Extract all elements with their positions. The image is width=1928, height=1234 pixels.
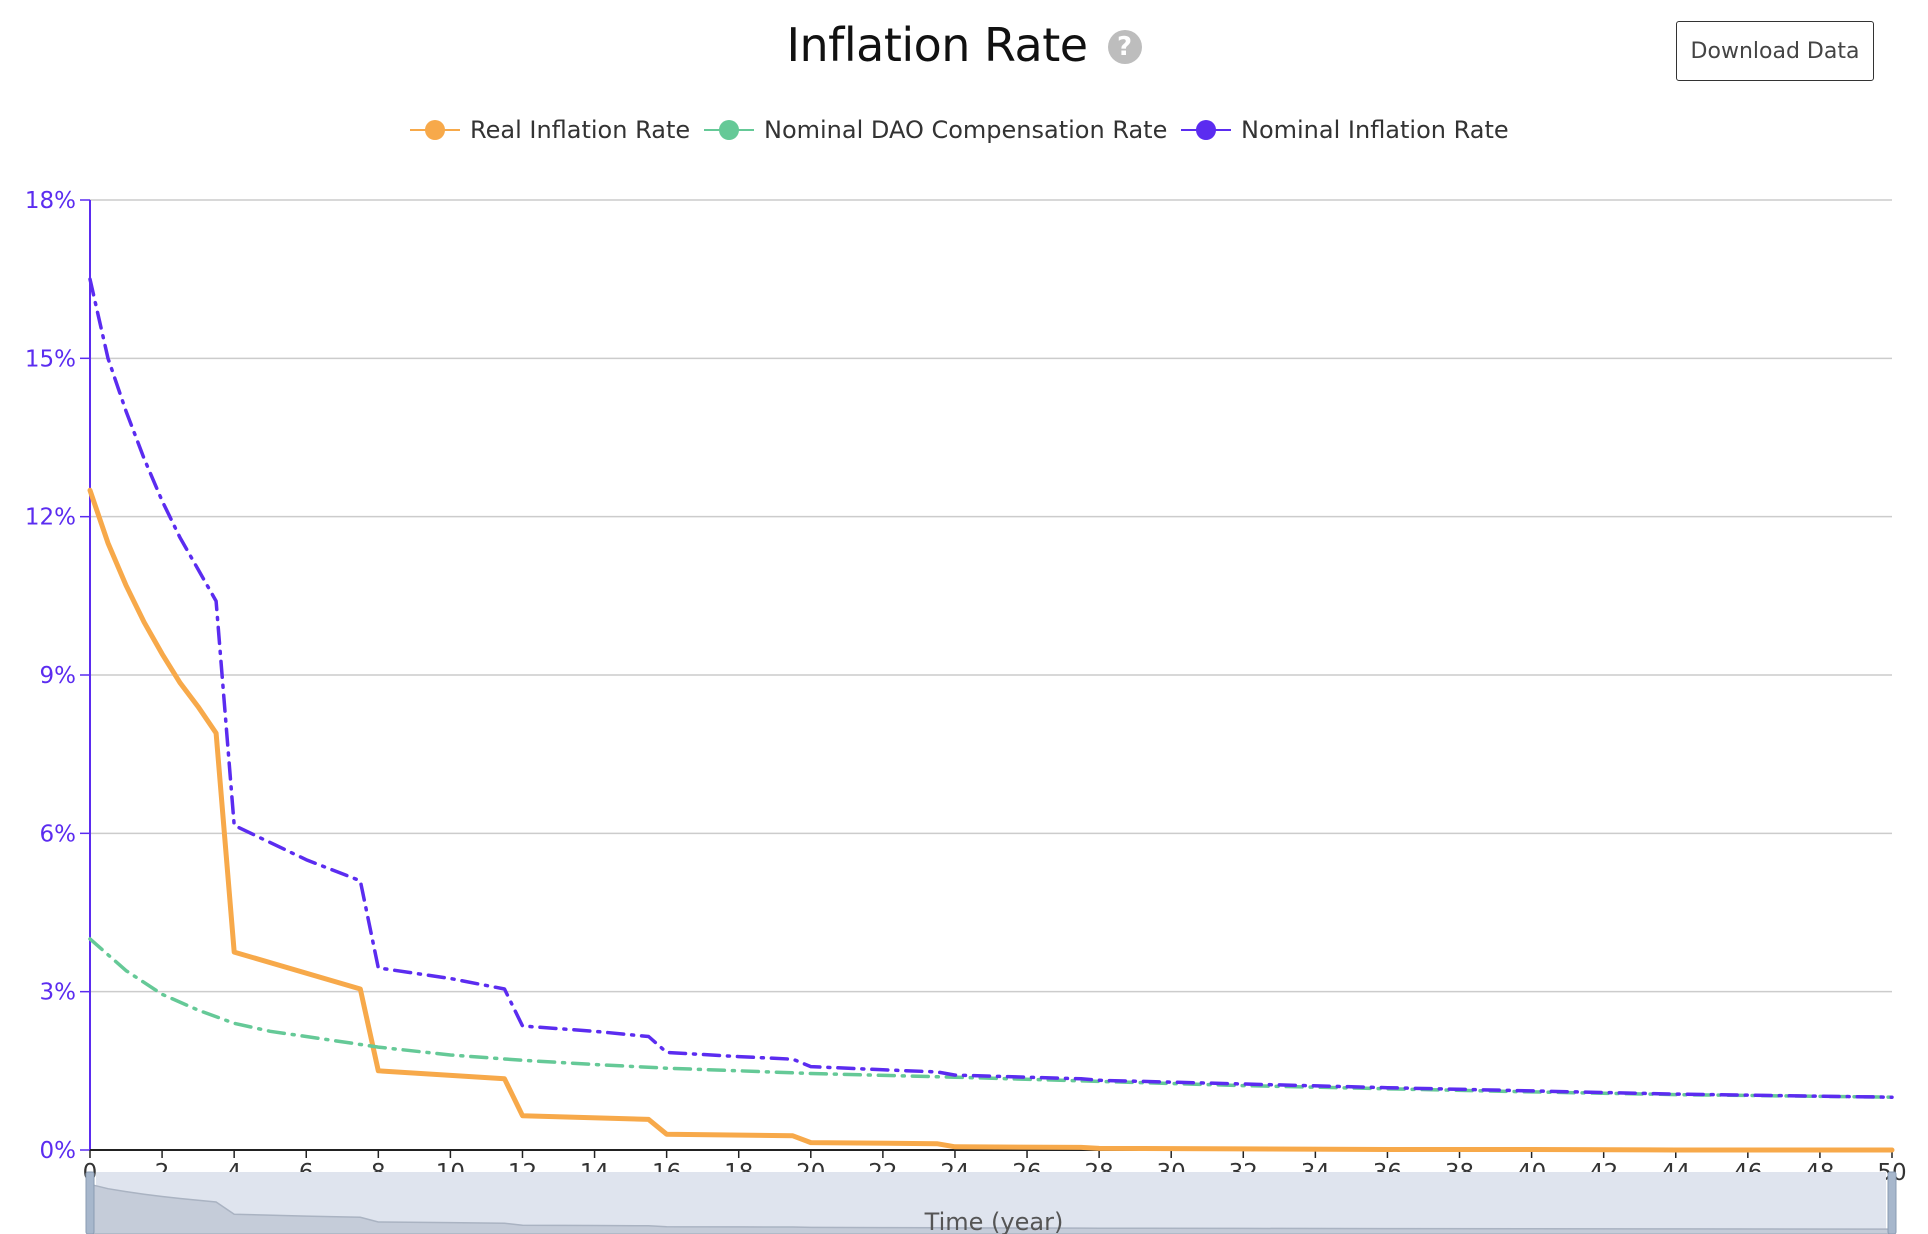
series-line [87, 487, 1895, 1153]
data-zoom-shadow [89, 1183, 1893, 1234]
y-tick-label: 6% [40, 821, 77, 847]
chart-title: Inflation Rate [786, 18, 1088, 72]
y-tick-label: 9% [40, 663, 77, 689]
title-block: Inflation Rate? [0, 18, 1928, 72]
series-line [88, 937, 1894, 1099]
zoom-handle-left[interactable] [85, 1171, 95, 1234]
y-tick-label: 3% [40, 980, 77, 1006]
legend-label[interactable]: Nominal DAO Compensation Rate [764, 116, 1167, 144]
legend-label[interactable]: Nominal Inflation Rate [1241, 116, 1509, 144]
y-tick-label: 18% [25, 188, 76, 214]
y-tick-label: 12% [25, 505, 76, 531]
legend-marker-dot [719, 120, 739, 140]
y-tick-label: 0% [40, 1138, 77, 1164]
zoom-handle-right[interactable] [1887, 1171, 1897, 1234]
x-axis-title: Time (year) [924, 1208, 1064, 1234]
legend-label[interactable]: Real Inflation Rate [470, 116, 690, 144]
legend-marker-dot [425, 120, 445, 140]
question-circle-icon[interactable]: ? [1107, 30, 1142, 64]
series-line [88, 277, 1894, 1099]
download-data-button[interactable]: Download Data [1676, 21, 1874, 81]
legend-marker-dot [1196, 120, 1216, 140]
y-tick-label: 15% [25, 346, 76, 372]
